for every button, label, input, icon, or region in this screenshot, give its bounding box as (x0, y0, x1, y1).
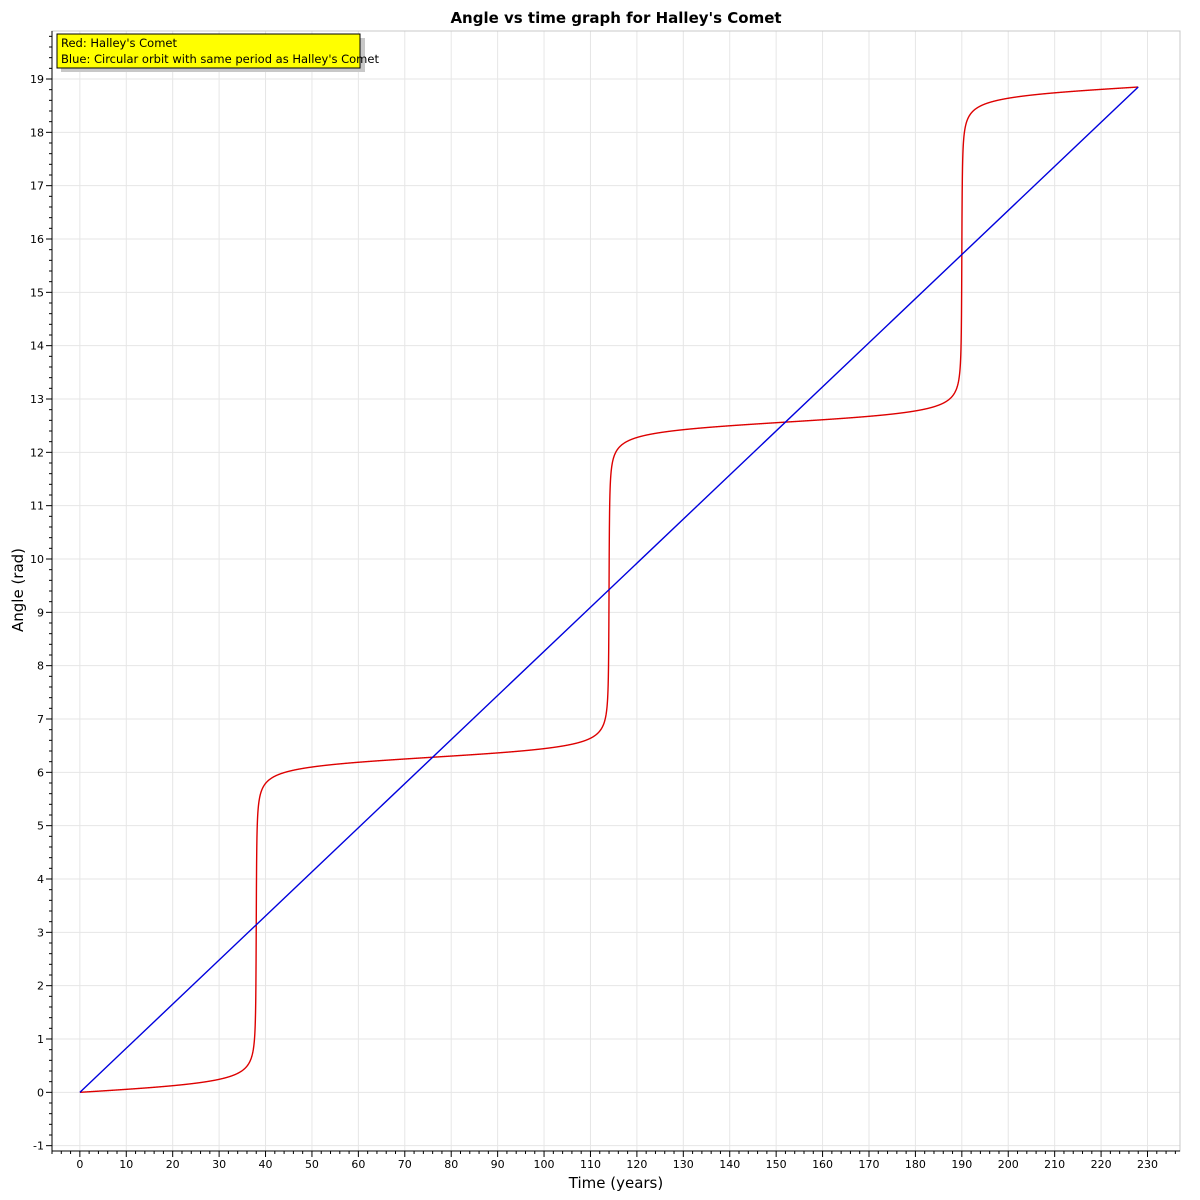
y-tick-label: 8 (37, 660, 44, 673)
series-layer (79, 86, 1139, 1094)
legend-entry-red: Red: Halley's Comet (61, 36, 177, 50)
x-tick-label: 140 (719, 1158, 740, 1171)
y-tick-label: 1 (37, 1033, 44, 1046)
y-tick-label: 0 (37, 1086, 44, 1099)
y-tick-label: 13 (30, 393, 44, 406)
y-tick-label: 2 (37, 980, 44, 993)
legend-box (56, 33, 361, 69)
x-tick-label: 130 (673, 1158, 694, 1171)
y-axis-label: Angle (rad) (9, 548, 27, 632)
x-tick-label: 170 (858, 1158, 879, 1171)
x-tick-label: 180 (905, 1158, 926, 1171)
x-tick-label: 80 (444, 1158, 458, 1171)
grid (52, 31, 1180, 1151)
y-tick-label: 14 (30, 340, 44, 353)
y-tick-label: 16 (30, 233, 44, 246)
x-tick-label: 230 (1137, 1158, 1158, 1171)
y-tick-label: 12 (30, 446, 44, 459)
x-tick-label: 20 (166, 1158, 180, 1171)
y-tick-label: 7 (37, 713, 44, 726)
y-tick-label: 15 (30, 286, 44, 299)
legend-entry-blue: Blue: Circular orbit with same period as… (61, 52, 379, 66)
x-tick-label: 110 (580, 1158, 601, 1171)
x-tick-label: 120 (626, 1158, 647, 1171)
x-tick-label: 50 (305, 1158, 319, 1171)
y-tick-label: 5 (37, 820, 44, 833)
y-tick-label: 18 (30, 126, 44, 139)
x-tick-label: 220 (1091, 1158, 1112, 1171)
x-tick-label: 210 (1044, 1158, 1065, 1171)
x-tick-label: 190 (951, 1158, 972, 1171)
y-tick-label: 6 (37, 766, 44, 779)
legend: Red: Halley's Comet Blue: Circular orbit… (56, 33, 379, 72)
y-tick-label: 4 (37, 873, 44, 886)
y-tick-label: 10 (30, 553, 44, 566)
y-tick-label: 11 (30, 500, 44, 513)
y-tick-label: 3 (37, 926, 44, 939)
x-tick-label: 40 (259, 1158, 273, 1171)
y-tick-label: 9 (37, 606, 44, 619)
x-tick-label: 200 (998, 1158, 1019, 1171)
x-tick-label: 160 (812, 1158, 833, 1171)
x-axis-label: Time (years) (568, 1174, 663, 1192)
x-tick-label: 30 (212, 1158, 226, 1171)
chart-title: Angle vs time graph for Halley's Comet (450, 9, 781, 27)
x-tick-label: 70 (398, 1158, 412, 1171)
axes: 0 10 20 30 40 50 60 70 80 90 100 110 120 130 140 150 160… (30, 31, 1180, 1171)
x-tick-label: 60 (351, 1158, 365, 1171)
y-tick-label: 19 (30, 73, 44, 86)
series-line-circular-orbit (79, 86, 1139, 1093)
x-tick-label: 10 (119, 1158, 133, 1171)
x-tick-label: 100 (534, 1158, 555, 1171)
x-tick-label: 90 (491, 1158, 505, 1171)
x-tick-label: 150 (766, 1158, 787, 1171)
y-tick-label: -1 (33, 1140, 44, 1153)
y-tick-label: 17 (30, 180, 44, 193)
x-tick-label: 0 (76, 1158, 83, 1171)
